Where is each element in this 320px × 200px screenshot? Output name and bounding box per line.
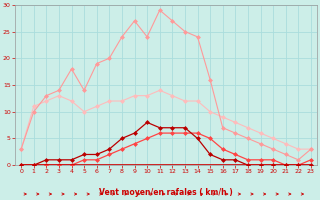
X-axis label: Vent moyen/en rafales ( km/h ): Vent moyen/en rafales ( km/h )	[99, 188, 233, 197]
